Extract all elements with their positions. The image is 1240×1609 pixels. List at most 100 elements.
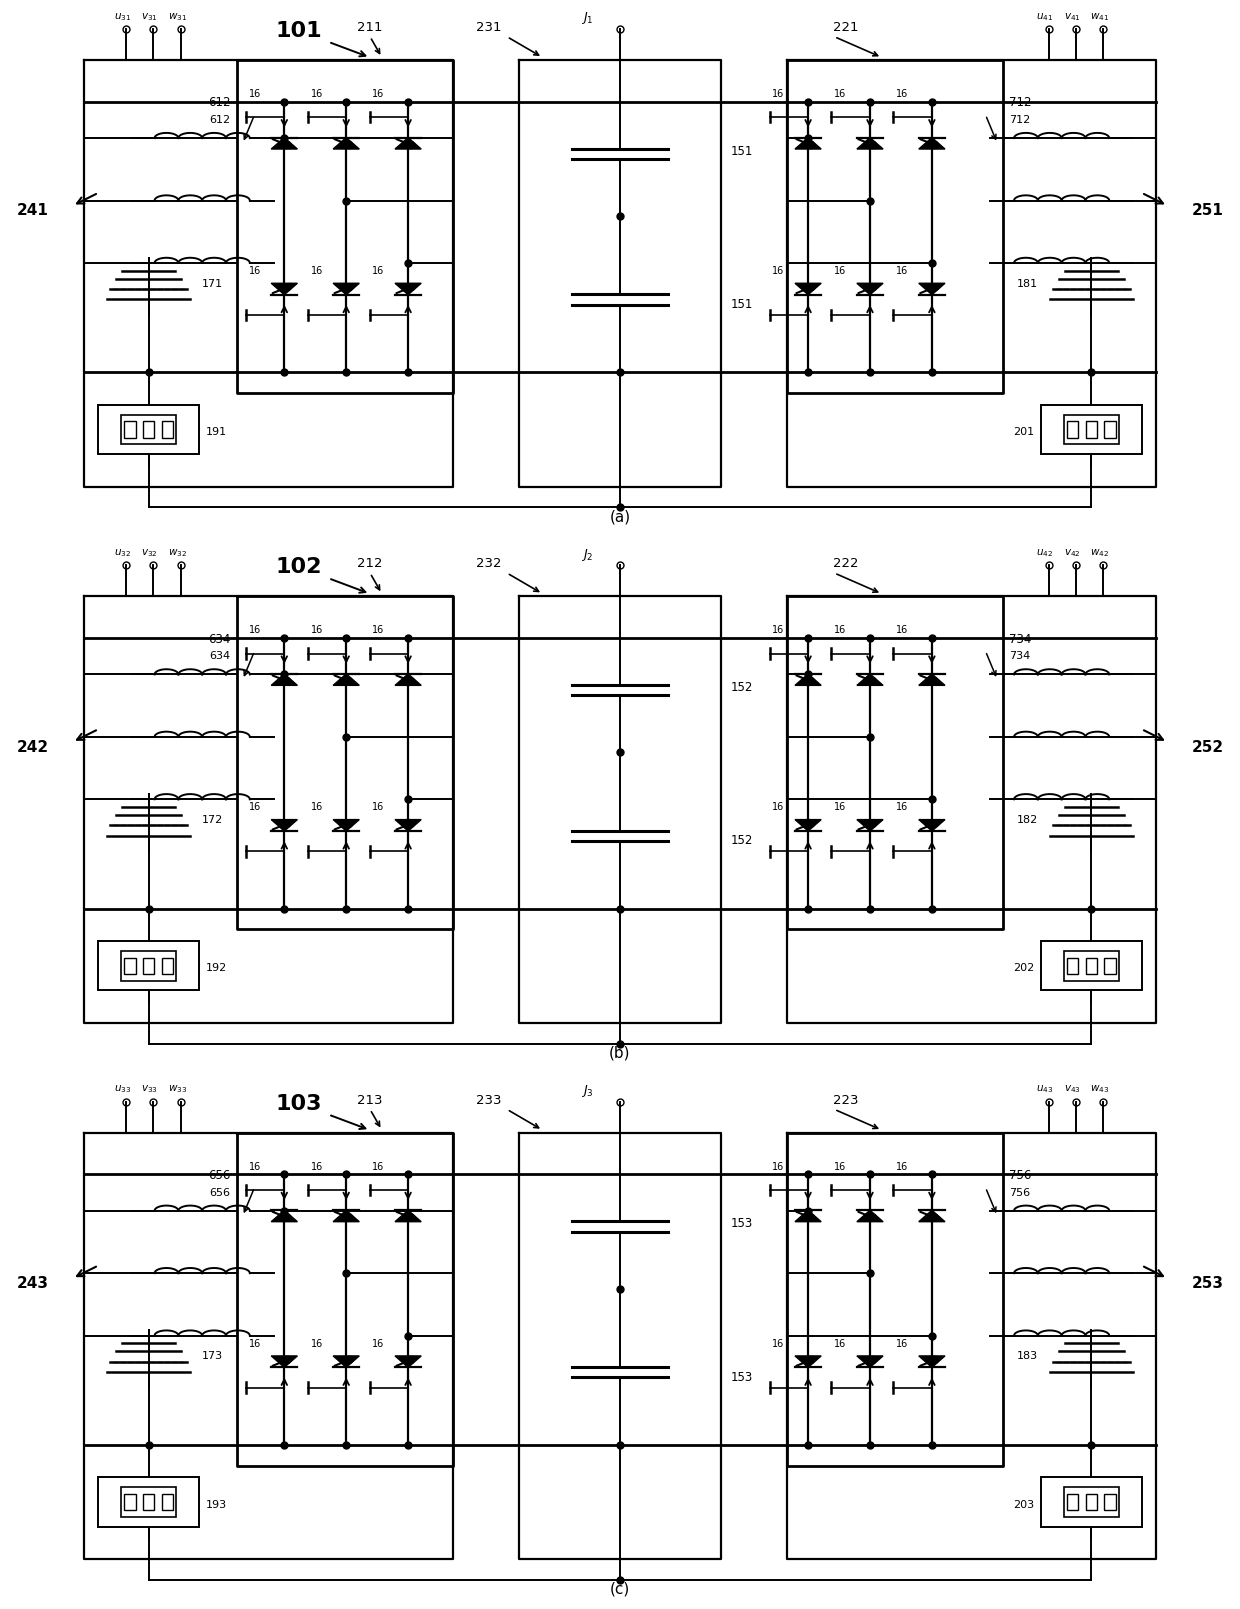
Bar bbox=[98, 1477, 200, 1527]
Text: 16: 16 bbox=[773, 88, 785, 100]
Polygon shape bbox=[919, 1210, 945, 1221]
Text: 223: 223 bbox=[833, 1094, 859, 1107]
Text: 201: 201 bbox=[1013, 426, 1034, 438]
Polygon shape bbox=[272, 674, 298, 685]
Text: 221: 221 bbox=[833, 21, 859, 34]
Text: 103: 103 bbox=[275, 1094, 322, 1113]
Text: 213: 213 bbox=[357, 1094, 383, 1107]
Text: $J_{1}$: $J_{1}$ bbox=[582, 10, 594, 26]
Text: (c): (c) bbox=[610, 1582, 630, 1596]
Text: $u_{43}$: $u_{43}$ bbox=[1037, 1083, 1054, 1096]
Text: $J_{2}$: $J_{2}$ bbox=[582, 547, 594, 563]
Text: $v_{32}$: $v_{32}$ bbox=[141, 547, 157, 558]
Text: 182: 182 bbox=[1017, 816, 1038, 825]
Bar bbox=[1086, 1493, 1097, 1511]
Bar bbox=[161, 422, 172, 438]
Text: 16: 16 bbox=[773, 265, 785, 277]
Text: 151: 151 bbox=[730, 145, 753, 158]
Polygon shape bbox=[334, 819, 360, 830]
Polygon shape bbox=[795, 138, 821, 150]
Polygon shape bbox=[272, 819, 298, 830]
Text: 211: 211 bbox=[357, 21, 383, 34]
Polygon shape bbox=[334, 138, 360, 150]
Polygon shape bbox=[919, 283, 945, 294]
Polygon shape bbox=[857, 1356, 883, 1368]
Bar bbox=[120, 951, 176, 980]
Text: 16: 16 bbox=[248, 626, 260, 636]
Bar bbox=[1064, 1487, 1120, 1517]
Polygon shape bbox=[334, 283, 360, 294]
Text: 634: 634 bbox=[208, 632, 231, 645]
Text: 16: 16 bbox=[248, 1162, 260, 1171]
Text: 16: 16 bbox=[897, 1339, 909, 1348]
Text: 181: 181 bbox=[1017, 278, 1038, 288]
Text: 102: 102 bbox=[275, 557, 322, 578]
Polygon shape bbox=[919, 819, 945, 830]
Text: 16: 16 bbox=[835, 803, 847, 813]
Bar bbox=[1105, 422, 1116, 438]
Text: 16: 16 bbox=[372, 803, 384, 813]
Bar bbox=[124, 422, 135, 438]
Bar bbox=[143, 957, 154, 973]
Polygon shape bbox=[396, 1356, 422, 1368]
Polygon shape bbox=[857, 138, 883, 150]
Polygon shape bbox=[857, 674, 883, 685]
Bar bbox=[1105, 957, 1116, 973]
Text: (a): (a) bbox=[609, 508, 631, 525]
Bar bbox=[1064, 415, 1120, 444]
Text: 16: 16 bbox=[310, 265, 322, 277]
Text: 16: 16 bbox=[248, 1339, 260, 1348]
Text: $u_{41}$: $u_{41}$ bbox=[1037, 11, 1054, 23]
Text: $v_{33}$: $v_{33}$ bbox=[141, 1083, 159, 1096]
Text: 16: 16 bbox=[835, 626, 847, 636]
Polygon shape bbox=[795, 1356, 821, 1368]
Bar bbox=[143, 1493, 154, 1511]
Text: 734: 734 bbox=[1009, 652, 1030, 661]
Text: 171: 171 bbox=[202, 278, 223, 288]
Polygon shape bbox=[272, 283, 298, 294]
Text: 253: 253 bbox=[1192, 1276, 1224, 1290]
Bar bbox=[98, 941, 200, 991]
Text: 212: 212 bbox=[357, 557, 383, 570]
Text: 16: 16 bbox=[773, 1162, 785, 1171]
Text: 16: 16 bbox=[310, 88, 322, 100]
Polygon shape bbox=[272, 1356, 298, 1368]
Text: (b): (b) bbox=[609, 1046, 631, 1060]
Polygon shape bbox=[795, 674, 821, 685]
Text: 101: 101 bbox=[275, 21, 322, 42]
Text: 16: 16 bbox=[248, 803, 260, 813]
Text: 152: 152 bbox=[730, 681, 753, 693]
Text: $w_{41}$: $w_{41}$ bbox=[1090, 11, 1110, 23]
Polygon shape bbox=[857, 283, 883, 294]
Text: $u_{33}$: $u_{33}$ bbox=[114, 1083, 131, 1096]
Text: 612: 612 bbox=[210, 116, 231, 126]
Polygon shape bbox=[919, 1356, 945, 1368]
Text: 16: 16 bbox=[372, 265, 384, 277]
Polygon shape bbox=[396, 674, 422, 685]
Polygon shape bbox=[795, 819, 821, 830]
Text: 756: 756 bbox=[1009, 1170, 1032, 1183]
Text: 172: 172 bbox=[202, 816, 223, 825]
Text: 712: 712 bbox=[1009, 116, 1030, 126]
Bar bbox=[143, 422, 154, 438]
Text: 202: 202 bbox=[1013, 964, 1034, 973]
Polygon shape bbox=[272, 1210, 298, 1221]
Bar bbox=[1040, 1477, 1142, 1527]
Text: 16: 16 bbox=[248, 88, 260, 100]
Polygon shape bbox=[272, 138, 298, 150]
Text: 241: 241 bbox=[16, 203, 48, 219]
Text: 192: 192 bbox=[206, 964, 227, 973]
Text: $w_{31}$: $w_{31}$ bbox=[167, 11, 187, 23]
Text: 656: 656 bbox=[210, 1187, 231, 1197]
Text: 734: 734 bbox=[1009, 632, 1032, 645]
Text: 16: 16 bbox=[897, 88, 909, 100]
Text: 16: 16 bbox=[372, 1162, 384, 1171]
Text: 183: 183 bbox=[1017, 1352, 1038, 1361]
Text: 222: 222 bbox=[833, 557, 859, 570]
Text: 16: 16 bbox=[372, 88, 384, 100]
Bar bbox=[1064, 951, 1120, 980]
Polygon shape bbox=[396, 819, 422, 830]
Text: $u_{42}$: $u_{42}$ bbox=[1037, 547, 1054, 558]
Text: 756: 756 bbox=[1009, 1187, 1030, 1197]
Text: 16: 16 bbox=[773, 803, 785, 813]
